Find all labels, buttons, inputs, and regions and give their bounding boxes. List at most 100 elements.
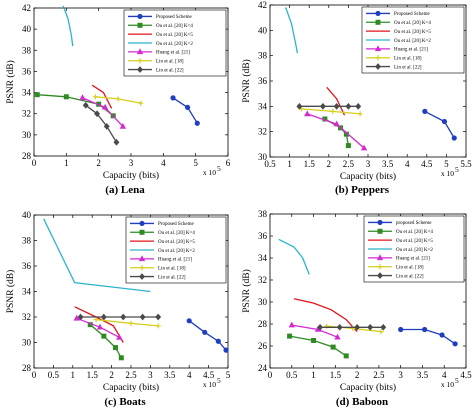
y-tick-label: 40 <box>22 24 32 34</box>
legend-item: Proposed Scheme <box>130 220 194 227</box>
series-line <box>43 218 151 293</box>
data-point <box>119 122 127 129</box>
legend-label: Proposed Scheme <box>156 15 192 20</box>
x-tick-label: 0 <box>32 158 37 168</box>
series-huang <box>288 321 341 340</box>
legend-item: Huang et al. [21] <box>128 48 190 56</box>
data-point <box>375 55 381 61</box>
series-line <box>89 324 122 359</box>
legend-item: Lin et al. [22] <box>366 63 422 70</box>
data-point <box>139 273 145 280</box>
x-tick-label: 2.5 <box>373 370 385 380</box>
data-point <box>374 45 382 52</box>
data-point <box>333 102 340 110</box>
legend-label: proposed Scheme <box>396 221 432 226</box>
data-point <box>138 100 144 106</box>
series-line <box>96 318 159 327</box>
series-ou_k2 <box>285 7 299 54</box>
y-tick-label: 34 <box>258 101 268 111</box>
x-axis-label: Capacity (bits) <box>340 171 396 182</box>
legend-label: Lin et al. [22] <box>158 275 186 280</box>
data-point <box>215 338 221 344</box>
data-point <box>139 313 146 321</box>
x-tick-label: 2.5 <box>343 159 355 169</box>
legend-item: Ou et al. [20] K=5 <box>130 240 195 245</box>
legend-label: Huang et al. [21] <box>396 257 430 262</box>
y-tick-label: 28 <box>22 363 32 373</box>
x-tick-label: 0 <box>268 370 273 380</box>
series-ou_k2 <box>43 218 151 293</box>
legend-item: Proposed Scheme <box>128 13 192 20</box>
legend-item: proposed Scheme <box>368 219 432 226</box>
y-tick-label: 42 <box>22 3 31 13</box>
caption-name: Peppers <box>351 184 390 196</box>
x-multiplier: x 10 <box>441 380 454 389</box>
series-line <box>285 7 299 54</box>
data-point <box>422 326 428 333</box>
series-line <box>62 5 74 47</box>
series-huang <box>79 94 127 129</box>
series-huang <box>73 314 123 340</box>
data-point <box>103 123 110 130</box>
x-multiplier: x 10 <box>203 380 216 389</box>
series-ou_k5 <box>293 298 358 333</box>
x-tick-label: 6 <box>226 158 231 168</box>
legend-item: Lin et al. [18] <box>128 58 184 65</box>
data-point <box>139 229 145 235</box>
legend-label: Huang et al. [21] <box>394 48 428 53</box>
data-point <box>375 63 381 70</box>
caption-name: Lena <box>121 184 145 196</box>
legend-item: Ou et al. [20] K=2 <box>366 39 431 44</box>
data-point <box>112 345 118 351</box>
data-point <box>452 341 458 347</box>
legend-label: Lin et al. [18] <box>156 60 184 65</box>
legend-label: Ou et al. [20] K=5 <box>394 30 431 35</box>
data-point <box>319 102 326 110</box>
legend-label: Lin et al. [18] <box>396 266 424 271</box>
y-tick-label: 32 <box>22 109 31 119</box>
y-tick-label: 30 <box>258 152 268 162</box>
data-point <box>287 333 293 339</box>
legend-item: Ou et al. [20] K=5 <box>128 33 193 38</box>
data-point <box>441 118 448 125</box>
data-point <box>186 318 192 324</box>
x-multiplier-exponent: 5 <box>455 165 459 174</box>
data-point <box>377 264 383 270</box>
series-ou_k4 <box>87 322 124 361</box>
y-tick-label: 34 <box>258 253 268 263</box>
data-point <box>184 104 191 110</box>
panel-caption: (a) Lena <box>105 184 145 196</box>
series-line <box>91 84 113 109</box>
data-point <box>288 321 295 328</box>
series-line <box>74 306 124 343</box>
series-proposed <box>170 95 200 126</box>
y-tick-label: 30 <box>22 130 32 140</box>
x-multiplier: x 10 <box>441 169 454 178</box>
series-line <box>278 238 310 275</box>
x-tick-label: 1 <box>311 370 316 380</box>
x-tick-label: 5.5 <box>460 159 472 169</box>
legend-label: Ou et al. [20] K=4 <box>158 231 195 236</box>
x-tick-label: 3 <box>398 370 403 380</box>
series-lin22 <box>82 101 120 146</box>
data-point <box>116 333 123 340</box>
x-tick-label: 4.5 <box>460 370 472 380</box>
data-point <box>63 94 69 100</box>
legend-item: Ou et al. [20] K=4 <box>368 228 433 235</box>
x-tick-label: 5 <box>193 158 198 168</box>
x-tick-label: 4.5 <box>203 370 215 380</box>
y-tick-label: 28 <box>258 319 268 329</box>
x-multiplier-exponent: 5 <box>217 376 221 385</box>
legend-label: Proposed Scheme <box>394 12 430 17</box>
x-multiplier-exponent: 5 <box>455 376 459 385</box>
series-line <box>172 97 198 124</box>
x-tick-label: 3.5 <box>417 370 429 380</box>
data-point <box>376 254 384 261</box>
y-tick-label: 36 <box>258 231 268 241</box>
y-tick-label: 24 <box>258 363 268 373</box>
data-point <box>137 66 143 73</box>
data-point <box>330 344 336 350</box>
x-tick-label: 0.5 <box>264 159 276 169</box>
data-point <box>355 102 362 110</box>
